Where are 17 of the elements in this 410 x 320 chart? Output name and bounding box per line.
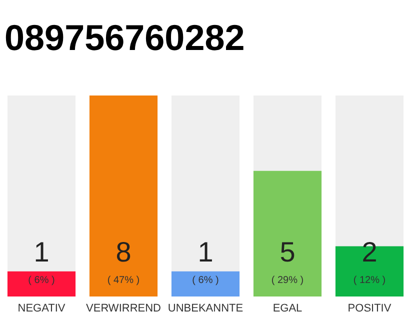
- x-tick-label: NEGATIV: [18, 302, 66, 315]
- annotation: ( 12% ): [353, 275, 386, 286]
- annotation: ( 6% ): [28, 275, 55, 286]
- bar: [171, 271, 240, 297]
- chart-title: 089756760282: [4, 17, 245, 58]
- x-tick-label: EGAL: [272, 302, 302, 315]
- x-tick-label: POSITIV: [348, 302, 392, 315]
- data-label: 8: [116, 236, 132, 268]
- annotation: ( 6% ): [192, 275, 219, 286]
- data-label: 5: [280, 236, 296, 268]
- x-tick-label: UNBEKANNTE: [168, 302, 244, 315]
- bar: [7, 271, 76, 297]
- annotation: ( 29% ): [271, 275, 304, 286]
- annotation: ( 47% ): [107, 275, 140, 286]
- data-label: 1: [198, 236, 214, 268]
- x-tick-label: VERWIRREND: [86, 302, 162, 315]
- data-label: 1: [34, 236, 50, 268]
